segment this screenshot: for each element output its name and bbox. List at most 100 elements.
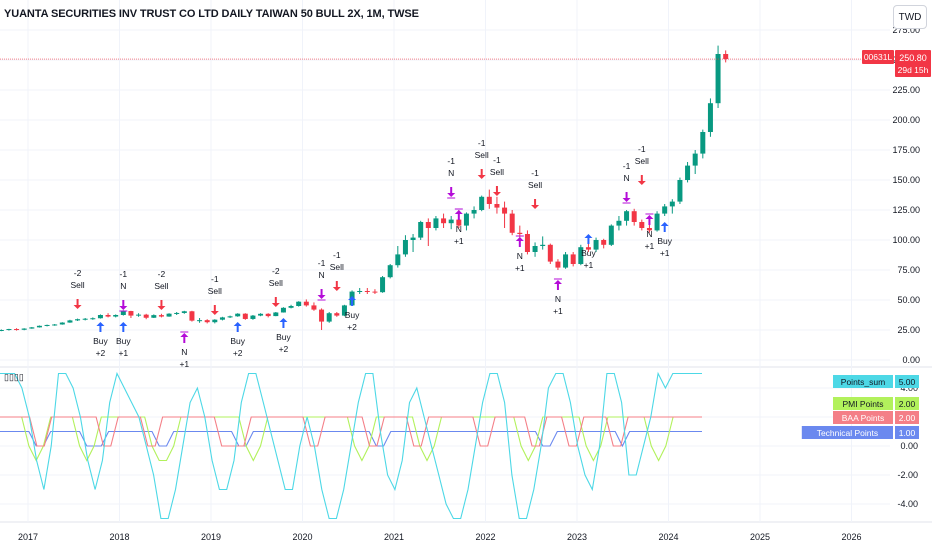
legend-name-badge bbox=[833, 411, 893, 424]
candle-body bbox=[113, 315, 119, 317]
signal-label: Sell bbox=[475, 150, 489, 160]
grid bbox=[0, 0, 932, 523]
buy-arrow-icon bbox=[180, 333, 189, 343]
sell-arrow-icon bbox=[271, 297, 280, 307]
candle-body bbox=[723, 54, 729, 60]
signal-label: +1 bbox=[454, 236, 464, 246]
last-price-label: 00631L 250.80 29d 15h bbox=[862, 50, 931, 77]
candle-body bbox=[235, 313, 241, 317]
signal-label: +2 bbox=[347, 322, 357, 332]
price-tick-label: 125.00 bbox=[892, 205, 920, 215]
candle-body bbox=[410, 237, 416, 240]
time-tick-label: 2022 bbox=[475, 532, 495, 542]
time-tick-label: 2024 bbox=[658, 532, 678, 542]
candle-body bbox=[227, 316, 233, 318]
signal-label: N bbox=[181, 347, 187, 357]
signal-label: -1 bbox=[318, 258, 326, 268]
candle-body bbox=[402, 240, 408, 255]
candle-body bbox=[372, 291, 378, 293]
signal-label: Sell bbox=[208, 286, 222, 296]
time-axis: 2017 2018 2019 2020 2021 2022 2023 2024 2025 2026 bbox=[18, 532, 862, 542]
candle-body bbox=[494, 204, 500, 208]
buy-arrow-icon bbox=[96, 322, 105, 332]
sell-arrow-icon bbox=[447, 187, 456, 197]
signal-label: -2 bbox=[272, 266, 280, 276]
legend-value-text: 2.00 bbox=[899, 399, 916, 409]
time-tick-label: 2023 bbox=[567, 532, 587, 542]
legend-name-badge bbox=[833, 375, 893, 388]
signal-label: -1 bbox=[531, 168, 539, 178]
candle-body bbox=[646, 228, 652, 231]
buy-arrow-icon bbox=[454, 210, 463, 220]
candle-body bbox=[463, 213, 469, 226]
candle-body bbox=[479, 196, 485, 210]
signal-label: +1 bbox=[179, 359, 189, 369]
candle-body bbox=[692, 153, 698, 166]
signal-label: Buy bbox=[276, 332, 291, 342]
candle-body bbox=[357, 291, 363, 292]
signal-label: -1 bbox=[478, 138, 486, 148]
signal-label: N bbox=[318, 270, 324, 280]
legend-name-text: Technical Points bbox=[817, 428, 878, 438]
candle-body bbox=[21, 328, 27, 330]
sell-arrow-icon bbox=[492, 186, 501, 196]
price-tick-label: 200.00 bbox=[892, 115, 920, 125]
candle-body bbox=[334, 313, 340, 316]
signal-label: N bbox=[448, 168, 454, 178]
candle-body bbox=[509, 213, 515, 233]
candle-body bbox=[90, 318, 96, 320]
candle-body bbox=[654, 213, 660, 231]
signal-label: N bbox=[623, 173, 629, 183]
time-tick-label: 2017 bbox=[18, 532, 38, 542]
candle-body bbox=[624, 211, 630, 221]
signal-label: Buy bbox=[116, 336, 131, 346]
signal-label: N bbox=[555, 294, 561, 304]
candle-body bbox=[296, 301, 302, 306]
candle-body bbox=[250, 315, 256, 319]
signal-label: +1 bbox=[553, 306, 563, 316]
legend-value-badge bbox=[895, 411, 919, 424]
candle-body bbox=[524, 234, 530, 252]
candle-body bbox=[608, 225, 614, 245]
candle-body bbox=[273, 312, 279, 317]
sell-arrow-icon bbox=[332, 281, 341, 291]
signal-label: Sell bbox=[269, 278, 283, 288]
indicator-title: ▯▯▯▯ bbox=[4, 372, 24, 382]
legend-name-badge bbox=[833, 397, 893, 410]
signal-label: +1 bbox=[645, 241, 655, 251]
signal-label: Buy bbox=[581, 248, 596, 258]
signal-label: +1 bbox=[118, 348, 128, 358]
candle-body bbox=[700, 132, 706, 154]
candle-body bbox=[181, 311, 187, 313]
buy-arrow-icon bbox=[660, 222, 669, 232]
candle-body bbox=[441, 218, 447, 224]
candle-body bbox=[67, 320, 73, 323]
candle-body bbox=[6, 329, 12, 331]
symbol-badge bbox=[862, 50, 894, 64]
candle-body bbox=[166, 313, 172, 317]
candle-body bbox=[662, 206, 668, 214]
legend-value-badge bbox=[895, 375, 919, 388]
time-tick-label: 2020 bbox=[292, 532, 312, 542]
sell-arrow-icon bbox=[317, 289, 326, 299]
sell-arrow-icon bbox=[531, 199, 540, 209]
buy-arrow-icon bbox=[645, 215, 654, 225]
candle-body bbox=[387, 265, 393, 278]
legend-name-text: BAA Points bbox=[842, 413, 885, 423]
currency-button[interactable]: TWD bbox=[893, 5, 927, 29]
buy-arrow-icon bbox=[233, 322, 242, 332]
candle-body bbox=[563, 254, 569, 268]
signal-label: +2 bbox=[279, 344, 289, 354]
candle-body bbox=[0, 330, 4, 331]
signal-label: +1 bbox=[660, 248, 670, 258]
price-tick-label: 25.00 bbox=[897, 325, 920, 335]
candle-body bbox=[143, 314, 149, 318]
price-tick-label: 175.00 bbox=[892, 145, 920, 155]
candle-body bbox=[532, 246, 538, 252]
candle-body bbox=[593, 240, 599, 250]
sell-arrow-icon bbox=[73, 299, 82, 309]
signal-label: -1 bbox=[333, 250, 341, 260]
sell-arrow-icon bbox=[210, 305, 219, 315]
indicator-lines bbox=[0, 371, 702, 520]
candle-body bbox=[14, 329, 20, 331]
